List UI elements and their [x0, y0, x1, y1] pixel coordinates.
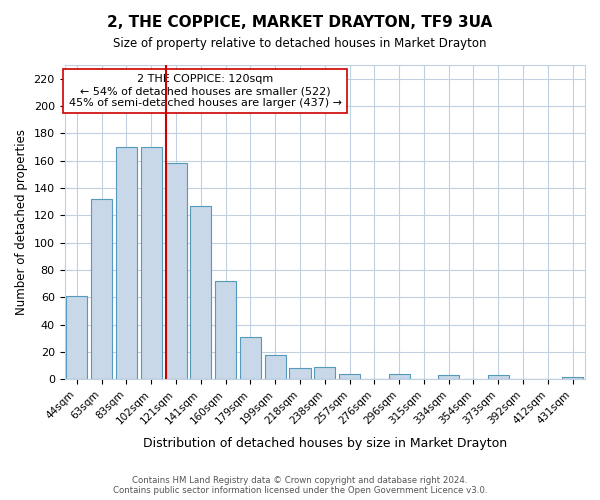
X-axis label: Distribution of detached houses by size in Market Drayton: Distribution of detached houses by size … — [143, 437, 507, 450]
Bar — [562, 376, 583, 380]
Bar — [488, 375, 509, 380]
Bar — [314, 367, 335, 380]
Text: 2 THE COPPICE: 120sqm
← 54% of detached houses are smaller (522)
45% of semi-det: 2 THE COPPICE: 120sqm ← 54% of detached … — [68, 74, 341, 108]
Bar — [389, 374, 410, 380]
Bar — [265, 354, 286, 380]
Bar — [240, 337, 261, 380]
Text: Contains HM Land Registry data © Crown copyright and database right 2024.
Contai: Contains HM Land Registry data © Crown c… — [113, 476, 487, 495]
Y-axis label: Number of detached properties: Number of detached properties — [15, 129, 28, 315]
Bar — [67, 296, 88, 380]
Text: Size of property relative to detached houses in Market Drayton: Size of property relative to detached ho… — [113, 38, 487, 51]
Bar — [141, 147, 162, 380]
Bar — [116, 147, 137, 380]
Bar — [215, 281, 236, 380]
Text: 2, THE COPPICE, MARKET DRAYTON, TF9 3UA: 2, THE COPPICE, MARKET DRAYTON, TF9 3UA — [107, 15, 493, 30]
Bar — [190, 206, 211, 380]
Bar — [438, 375, 459, 380]
Bar — [166, 164, 187, 380]
Bar — [91, 199, 112, 380]
Bar — [289, 368, 311, 380]
Bar — [339, 374, 360, 380]
